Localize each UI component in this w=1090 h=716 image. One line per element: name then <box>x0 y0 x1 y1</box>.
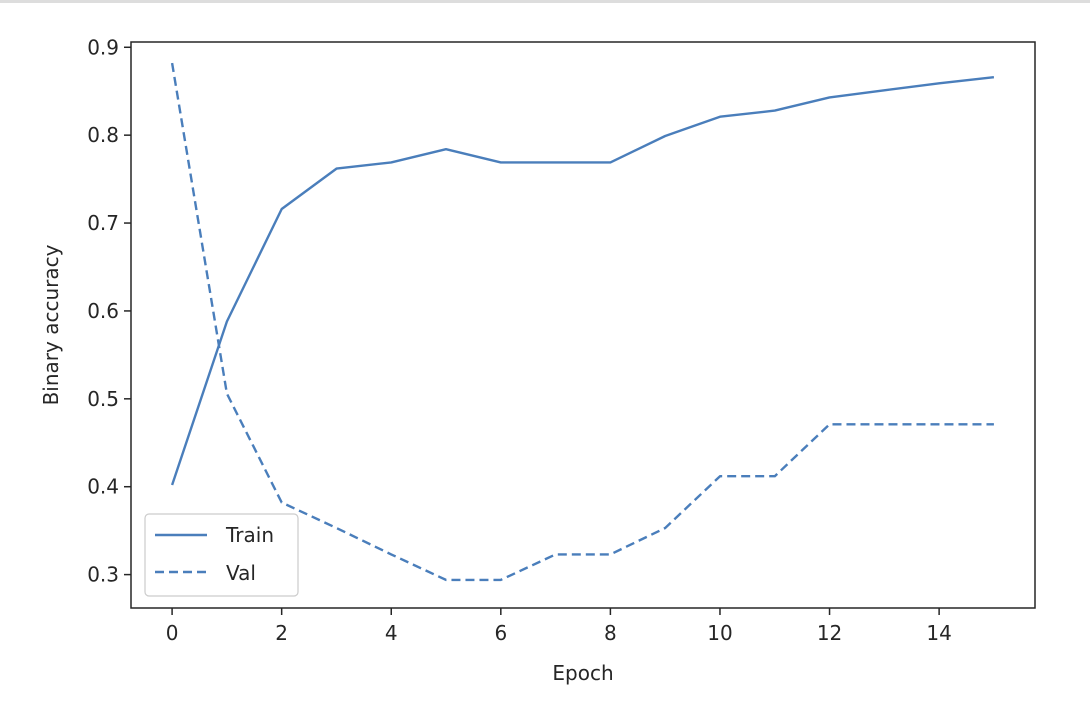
y-tick-label: 0.9 <box>87 35 119 59</box>
x-tick-label: 0 <box>166 621 179 645</box>
x-tick-label: 12 <box>817 621 842 645</box>
x-tick-label: 8 <box>604 621 617 645</box>
x-tick-label: 2 <box>275 621 288 645</box>
legend-val-label: Val <box>226 561 256 585</box>
y-tick-label: 0.4 <box>87 475 119 499</box>
x-tick-label: 6 <box>494 621 507 645</box>
series-line-val <box>170 62 994 582</box>
y-tick-label: 0.5 <box>87 387 119 411</box>
x-tick-label: 4 <box>385 621 398 645</box>
y-axis: 0.3 0.4 0.5 0.6 0.7 0.8 0.9 <box>87 35 131 587</box>
top-separator <box>0 0 1090 3</box>
y-axis-label: Binary accuracy <box>39 244 63 405</box>
x-tick-label: 10 <box>707 621 732 645</box>
x-axis: 0 2 4 6 8 10 12 14 <box>166 608 952 645</box>
x-axis-label: Epoch <box>552 661 613 685</box>
y-tick-label: 0.8 <box>87 123 119 147</box>
legend-box <box>144 513 299 597</box>
y-tick-label: 0.6 <box>87 299 119 323</box>
y-tick-label: 0.7 <box>87 211 119 235</box>
y-tick-label: 0.3 <box>87 563 119 587</box>
legend: Train Val <box>144 513 299 597</box>
series-line-train <box>170 76 995 486</box>
legend-train-label: Train <box>225 523 274 547</box>
plot-frame <box>130 41 1036 609</box>
x-tick-label: 14 <box>926 621 951 645</box>
series-layer <box>170 62 995 582</box>
